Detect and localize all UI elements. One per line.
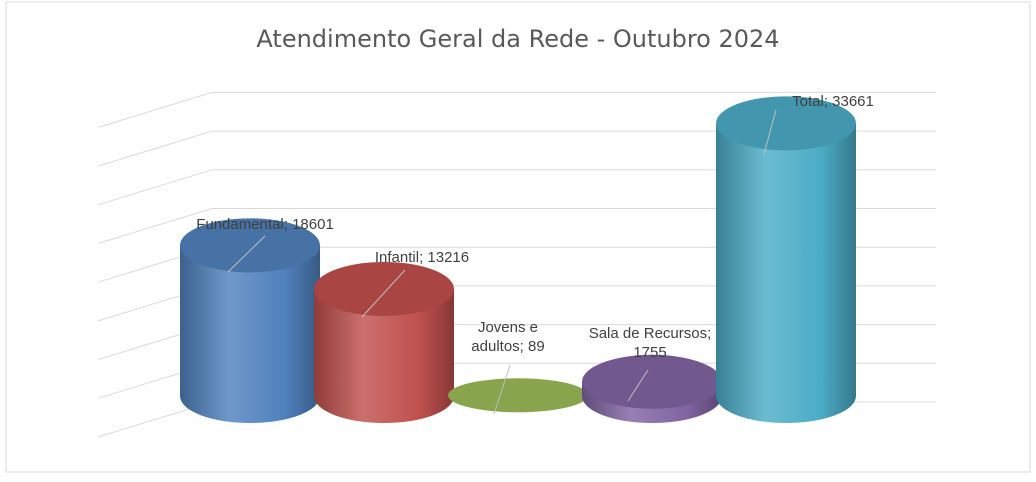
data-label-line: Infantil; 13216 (375, 249, 469, 266)
gridline-side (97, 91, 213, 128)
data-label: Total; 33661 (792, 93, 874, 110)
data-label: Fundamental; 18601 (196, 216, 334, 233)
data-label-line: Fundamental; 18601 (196, 216, 334, 233)
gridline-side (97, 130, 213, 167)
bar-top (448, 378, 588, 413)
bar-sala-de-recursos (582, 354, 722, 423)
bar-top (716, 96, 856, 151)
bar-body (716, 123, 856, 424)
data-label-line: Jovens e (478, 319, 538, 336)
label-leader (361, 269, 406, 318)
chart-title: Atendimento Geral da Rede - Outubro 2024 (256, 25, 779, 53)
bar-top (314, 261, 454, 316)
label-leader (763, 109, 777, 155)
label-leader (627, 369, 649, 402)
bar-top (582, 354, 722, 409)
gridline-side (97, 169, 213, 206)
data-label: Sala de Recursos; 1755 (589, 325, 712, 361)
bar-infantil (314, 261, 454, 423)
bar-jovens-e-adultos (448, 378, 588, 413)
bar-fundamental (180, 218, 320, 423)
data-label-line: Sala de Recursos; (589, 325, 712, 342)
data-label-line: 1755 (633, 344, 666, 361)
bar-top (180, 218, 320, 273)
data-label: Infantil; 13216 (375, 249, 469, 266)
label-leader (227, 235, 266, 273)
bar-body (180, 245, 320, 423)
data-label-line: Total; 33661 (792, 93, 874, 110)
gridline-side (97, 208, 213, 244)
data-label-line: adultos; 89 (471, 338, 544, 355)
bars (180, 96, 856, 424)
bar-total (716, 96, 856, 424)
data-label: Jovens e adultos; 89 (471, 319, 544, 355)
data-labels: Fundamental; 18601 Infantil; 13216 Jovens … (196, 93, 874, 415)
bar-body (314, 288, 454, 423)
label-leader (493, 364, 511, 415)
